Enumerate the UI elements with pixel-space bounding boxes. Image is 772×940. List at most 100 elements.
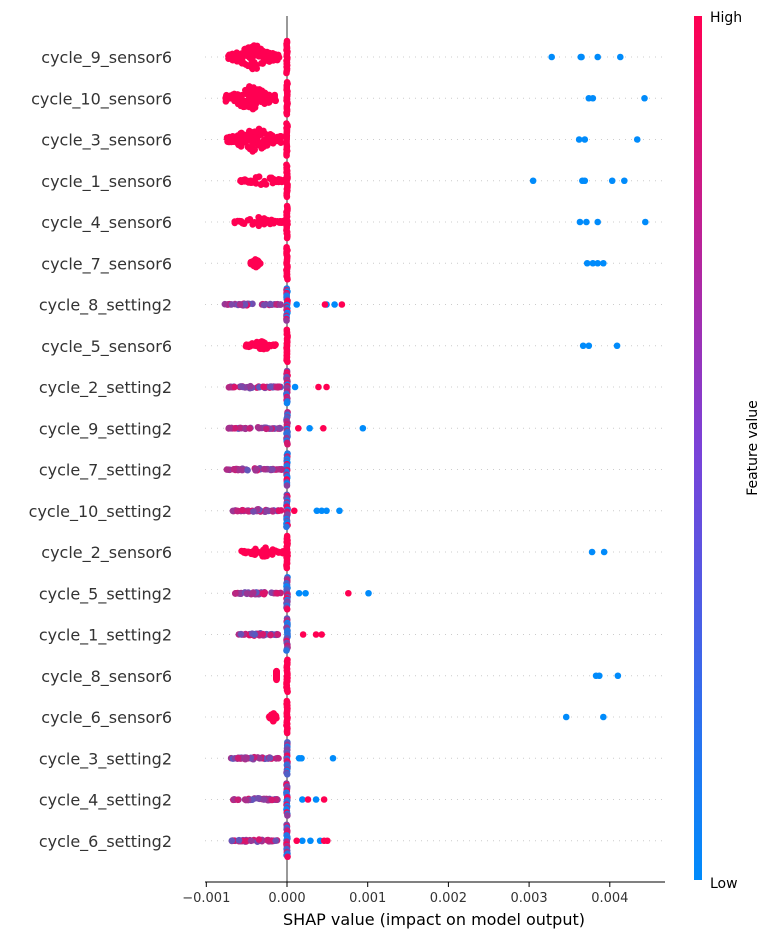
shap-point <box>616 53 624 61</box>
feature-label: cycle_2_sensor6 <box>41 543 172 563</box>
shap-point <box>227 137 235 144</box>
shap-point <box>256 754 263 762</box>
shap-point <box>261 177 268 185</box>
shap-point <box>548 53 555 61</box>
shap-point <box>283 193 291 201</box>
shap-point <box>259 630 267 638</box>
shap-point <box>589 259 597 267</box>
shap-point <box>283 110 291 118</box>
shap-point <box>271 342 278 350</box>
shap-point <box>223 95 231 102</box>
shap-point <box>295 589 303 597</box>
shap-point <box>235 836 243 844</box>
feature-label: cycle_9_sensor6 <box>41 48 172 68</box>
shap-point <box>274 631 282 638</box>
shap-point <box>250 589 257 596</box>
shap-point <box>236 131 244 139</box>
shap-point <box>641 94 648 102</box>
shap-point <box>312 631 320 638</box>
shap-point <box>283 729 291 737</box>
shap-point <box>274 384 282 391</box>
shap-point <box>323 507 330 515</box>
shap-point <box>284 812 291 819</box>
colorbar-title: Feature value <box>745 400 761 496</box>
shap-point <box>246 425 253 432</box>
shap-point <box>270 175 278 183</box>
shap-point <box>243 590 251 597</box>
shap-point <box>254 218 262 226</box>
shap-point <box>236 55 244 62</box>
shap-point <box>318 507 326 515</box>
shap-point <box>230 466 238 473</box>
feature-label: cycle_3_setting2 <box>39 749 172 769</box>
shap-point <box>283 523 290 531</box>
shap-point <box>320 424 327 432</box>
shap-point <box>298 754 305 762</box>
colorbar-low-label: Low <box>710 876 738 892</box>
shap-point <box>249 140 256 147</box>
x-tick-label: 0.004 <box>591 891 628 906</box>
shap-point <box>313 507 321 515</box>
shap-point <box>234 507 241 515</box>
shap-point <box>284 358 291 366</box>
feature-label: cycle_1_sensor6 <box>41 172 172 192</box>
shap-point <box>238 547 245 555</box>
shap-point <box>266 383 274 390</box>
shap-point <box>260 301 268 309</box>
shap-point <box>608 177 616 185</box>
shap-point <box>271 56 278 64</box>
shap-point <box>284 688 291 696</box>
shap-point <box>261 91 269 98</box>
shap-point <box>294 424 302 432</box>
shap-point <box>252 48 260 55</box>
shap-point <box>321 301 329 308</box>
shap-point <box>266 220 274 227</box>
shap-point <box>259 590 267 597</box>
shap-point <box>594 259 601 267</box>
shap-point <box>600 548 608 556</box>
shap-point <box>299 837 306 845</box>
shap-point <box>306 424 313 432</box>
shap-point <box>244 62 252 70</box>
shap-point <box>237 630 245 638</box>
shap-point <box>260 465 268 473</box>
shap-point <box>304 796 312 803</box>
points-layer <box>221 37 649 861</box>
feature-label: cycle_7_setting2 <box>39 461 172 481</box>
feature-label: cycle_1_setting2 <box>39 626 172 646</box>
shap-point <box>324 837 331 845</box>
shap-point <box>229 93 236 101</box>
x-tick-label: 0.002 <box>430 891 467 906</box>
shap-point <box>277 177 284 184</box>
shap-point <box>576 218 584 226</box>
shap-point <box>260 796 268 803</box>
shap-point <box>231 55 239 62</box>
shap-point <box>268 796 276 804</box>
shap-point <box>253 135 260 143</box>
shap-point <box>231 383 238 391</box>
shap-point <box>241 301 249 308</box>
feature-label: cycle_5_sensor6 <box>41 337 172 357</box>
shap-point <box>293 837 300 845</box>
shap-point <box>252 180 260 187</box>
shap-point <box>236 301 244 308</box>
shap-point <box>225 384 233 391</box>
shap-point <box>258 144 266 151</box>
shap-point <box>247 837 255 845</box>
shap-point <box>365 589 372 597</box>
shap-point <box>283 234 291 242</box>
shap-point <box>312 796 320 803</box>
colorbar-high-label: High <box>710 10 742 26</box>
shap-point <box>283 152 290 159</box>
feature-label: cycle_10_setting2 <box>29 502 172 522</box>
x-tick-label: 0.001 <box>349 891 386 906</box>
shap-point <box>240 98 247 106</box>
shap-point <box>284 853 291 861</box>
shap-point <box>336 507 343 515</box>
feature-label: cycle_5_setting2 <box>39 584 172 604</box>
shap-point <box>279 548 287 555</box>
shap-point <box>273 676 280 684</box>
shap-point <box>243 341 250 348</box>
shap-point <box>589 94 597 102</box>
shap-point <box>260 383 267 391</box>
